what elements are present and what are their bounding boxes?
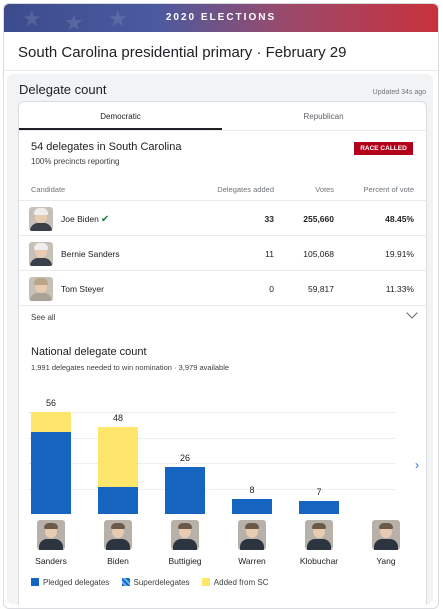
divider xyxy=(4,70,438,71)
election-card: ★ ★ ★ 2020 ELECTIONS South Carolina pres… xyxy=(3,3,439,609)
legend-pledged: Pledged delegates xyxy=(31,578,109,587)
delegates-added: 33 xyxy=(264,214,274,224)
candidate-photo xyxy=(29,207,53,231)
banner-title: 2020 ELECTIONS xyxy=(165,12,277,23)
national-delegate-subtitle: 1,991 delegates needed to win nomination… xyxy=(31,363,230,372)
vote-percent: 48.45% xyxy=(385,214,414,224)
candidate-label: Buttigieg xyxy=(168,556,202,566)
bar-value-label: 56 xyxy=(45,398,56,408)
candidate-label: Warren xyxy=(238,556,266,566)
candidate-name: Joe Biden ✔ xyxy=(61,214,110,225)
bar-value-label: 7 xyxy=(316,487,322,498)
divider xyxy=(19,305,426,306)
elections-banner: ★ ★ ★ 2020 ELECTIONS xyxy=(4,4,438,35)
star-icon: ★ xyxy=(22,6,42,31)
gridline xyxy=(29,463,395,464)
updated-timestamp: Updated 34s ago xyxy=(372,89,426,96)
gridline xyxy=(29,412,395,413)
party-tabs: Democratic Republican xyxy=(19,102,426,131)
chevron-right-icon[interactable]: › xyxy=(415,458,419,472)
candidate-label: Biden xyxy=(107,556,129,566)
chevron-down-icon[interactable] xyxy=(406,307,418,319)
page-title: South Carolina presidential primary · Fe… xyxy=(18,44,347,61)
column-header-votes: Votes xyxy=(315,185,334,194)
winner-check-icon: ✔ xyxy=(100,214,110,225)
chart-legend: Pledged delegates Superdelegates Added f… xyxy=(31,578,279,587)
candidate-name: Bernie Sanders xyxy=(61,249,120,259)
candidate-label: Klobuchar xyxy=(299,556,339,566)
vote-count: 105,068 xyxy=(303,249,334,259)
bar-value-label: 8 xyxy=(249,485,255,496)
candidate-thumbnail[interactable] xyxy=(305,520,333,550)
precincts-reporting: 100% precincts reporting xyxy=(31,157,120,166)
vote-count: 255,660 xyxy=(303,214,334,224)
bar-pledged[interactable] xyxy=(98,486,138,514)
candidate-photo xyxy=(29,242,53,266)
vote-percent: 19.91% xyxy=(385,249,414,259)
vote-count: 59,817 xyxy=(308,284,334,294)
bar-pledged[interactable] xyxy=(232,499,272,514)
table-row[interactable]: Joe Biden ✔ 33 255,660 48.45% xyxy=(19,200,426,235)
state-delegates-title: 54 delegates in South Carolina xyxy=(31,141,182,153)
see-all-link[interactable]: See all xyxy=(31,313,56,322)
gridline xyxy=(29,488,395,490)
delegate-count-section: Delegate count Updated 34s ago Democrati… xyxy=(7,74,433,605)
column-header-percent: Percent of vote xyxy=(363,185,414,194)
gridline xyxy=(29,437,395,439)
tab-republican[interactable]: Republican xyxy=(303,112,344,121)
results-card: Democratic Republican 54 delegates in So… xyxy=(18,101,427,605)
vote-percent: 11.33% xyxy=(385,284,414,294)
legend-added-sc: Added from SC xyxy=(201,578,269,587)
bar-pledged[interactable] xyxy=(299,501,339,514)
tab-democratic[interactable]: Democratic xyxy=(100,112,141,121)
candidate-thumbnail[interactable] xyxy=(104,520,132,550)
bar-pledged[interactable] xyxy=(165,466,205,514)
delegates-added: 0 xyxy=(269,284,274,294)
star-icon: ★ xyxy=(108,6,128,31)
legend-superdelegates: Superdelegates xyxy=(121,578,190,587)
column-header-candidate: Candidate xyxy=(31,185,66,194)
candidate-label: Sanders xyxy=(35,556,67,566)
candidate-thumbnail[interactable] xyxy=(372,520,400,550)
bar-pledged[interactable] xyxy=(31,432,71,514)
star-icon: ★ xyxy=(64,10,84,35)
candidate-thumbnail[interactable] xyxy=(37,520,65,550)
bar-added-sc[interactable] xyxy=(31,412,71,433)
national-delegate-chart: 56 Sanders 48 Biden 26 Buttigieg 8 Warren 7 Klobu… xyxy=(19,380,426,566)
candidate-thumbnail[interactable] xyxy=(238,520,266,550)
delegates-added: 11 xyxy=(265,249,274,259)
active-tab-indicator xyxy=(19,128,222,130)
national-delegate-title: National delegate count xyxy=(31,346,147,358)
bar-value-label: 48 xyxy=(112,412,123,423)
race-called-badge: RACE CALLED xyxy=(354,142,413,155)
candidate-photo xyxy=(29,277,53,301)
column-header-delegates: Delegates added xyxy=(217,185,274,194)
candidate-label: Yang xyxy=(376,556,396,566)
candidate-thumbnail[interactable] xyxy=(171,520,199,550)
table-row[interactable]: Bernie Sanders 11 105,068 19.91% xyxy=(19,235,426,270)
candidate-name: Tom Steyer xyxy=(61,284,104,294)
bar-value-label: 26 xyxy=(179,452,190,463)
delegate-count-title: Delegate count xyxy=(19,82,107,97)
bar-added-sc[interactable] xyxy=(98,426,138,487)
table-row[interactable]: Tom Steyer 0 59,817 11.33% xyxy=(19,270,426,305)
